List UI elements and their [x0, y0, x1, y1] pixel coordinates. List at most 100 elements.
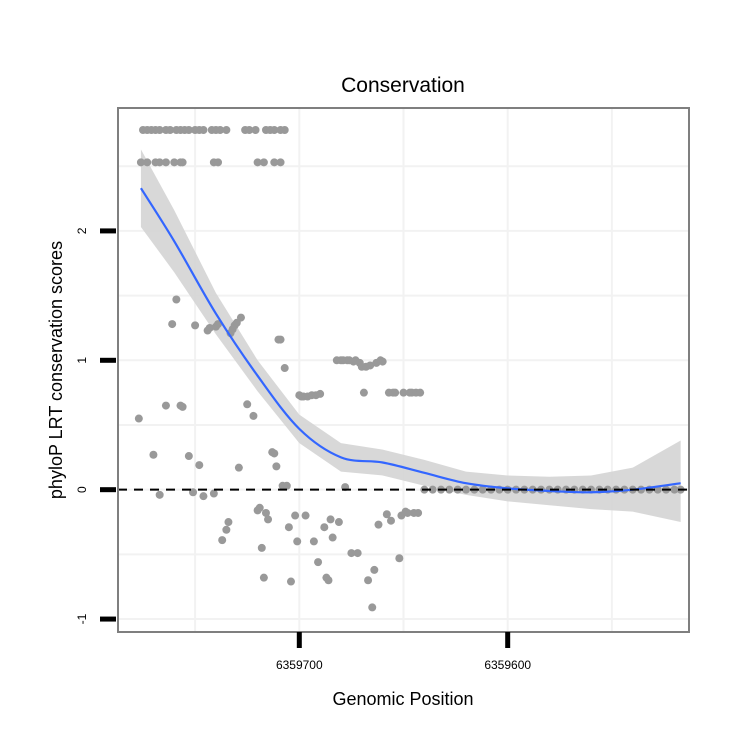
data-point [216, 125, 225, 134]
data-point [170, 158, 179, 167]
data-point [368, 603, 377, 612]
data-point [184, 452, 193, 461]
data-point [280, 125, 289, 134]
data-point [155, 158, 164, 167]
data-point [161, 401, 170, 410]
data-point [326, 515, 335, 524]
data-point [391, 388, 400, 397]
data-point [272, 462, 281, 471]
data-point [161, 158, 170, 167]
data-point [155, 490, 164, 499]
data-point [136, 158, 145, 167]
data-point [378, 357, 387, 366]
data-point [291, 511, 300, 520]
data-point [155, 125, 164, 134]
data-point [251, 125, 260, 134]
data-point [253, 158, 262, 167]
y-axis: -1 0 1 2 [75, 227, 116, 624]
data-point [366, 361, 375, 370]
data-point [270, 125, 279, 134]
data-point [224, 518, 233, 527]
data-point [218, 536, 227, 545]
x-tick-label: 6359600 [484, 658, 531, 672]
data-point [395, 554, 404, 563]
panel-border [117, 107, 690, 633]
data-point [261, 508, 270, 517]
data-point [236, 313, 245, 322]
data-point [255, 503, 264, 512]
data-point [222, 125, 231, 134]
data-point [249, 411, 258, 420]
data-point [270, 158, 279, 167]
x-axis: 6359700 6359600 [276, 632, 531, 672]
data-point [270, 449, 279, 458]
data-point [149, 450, 158, 459]
y-tick-label: 0 [75, 486, 89, 493]
x-axis-title: Genomic Position [332, 689, 473, 709]
data-point [257, 543, 266, 552]
data-point [370, 565, 379, 574]
data-point [320, 523, 329, 532]
y-tick-label: -1 [75, 613, 89, 624]
data-point [284, 523, 293, 532]
data-point [214, 158, 223, 167]
y-axis-title: phyloP LRT conservation scores [46, 241, 66, 499]
chart-title: Conservation [341, 74, 465, 97]
data-point [324, 576, 333, 585]
data-point [191, 321, 200, 330]
data-point [347, 549, 356, 558]
data-point [364, 576, 373, 585]
data-point [359, 388, 368, 397]
data-point [428, 485, 437, 494]
data-point [172, 295, 181, 304]
data-point [189, 488, 198, 497]
data-point [414, 508, 423, 517]
data-point [259, 573, 268, 582]
data-point [168, 320, 177, 329]
data-point [243, 400, 252, 409]
data-point [374, 520, 383, 529]
data-point [282, 481, 291, 490]
data-points [134, 125, 685, 612]
data-point [293, 537, 302, 546]
data-point [280, 364, 289, 373]
x-tick-label: 6359700 [276, 658, 323, 672]
data-point [382, 510, 391, 519]
data-point [199, 125, 208, 134]
y-tick-label: 1 [75, 357, 89, 364]
data-point [195, 461, 204, 470]
gridlines [118, 108, 689, 632]
data-point [314, 558, 323, 567]
data-point [286, 577, 295, 586]
data-point [403, 508, 412, 517]
data-point [259, 158, 268, 167]
data-point [386, 516, 395, 525]
data-point [399, 388, 408, 397]
data-point [309, 537, 318, 546]
data-point [301, 511, 310, 520]
data-point [222, 525, 231, 534]
smooth-line [139, 187, 681, 494]
data-point [670, 485, 679, 494]
confidence-band [140, 149, 681, 523]
data-point [353, 549, 362, 558]
data-point [276, 335, 285, 344]
confidence-band-group [140, 149, 681, 523]
y-tick-label: 2 [75, 227, 89, 234]
data-point [334, 518, 343, 527]
data-point [416, 388, 425, 397]
data-point [184, 125, 193, 134]
data-point [264, 515, 273, 524]
smooth-line-group [139, 187, 681, 494]
data-point [234, 463, 243, 472]
data-point [276, 158, 285, 167]
data-point [462, 485, 471, 494]
data-point [178, 158, 187, 167]
data-point [209, 489, 218, 498]
data-point [445, 485, 454, 494]
data-point [328, 533, 337, 542]
data-point [143, 158, 152, 167]
data-point [478, 485, 487, 494]
data-point [178, 402, 187, 411]
